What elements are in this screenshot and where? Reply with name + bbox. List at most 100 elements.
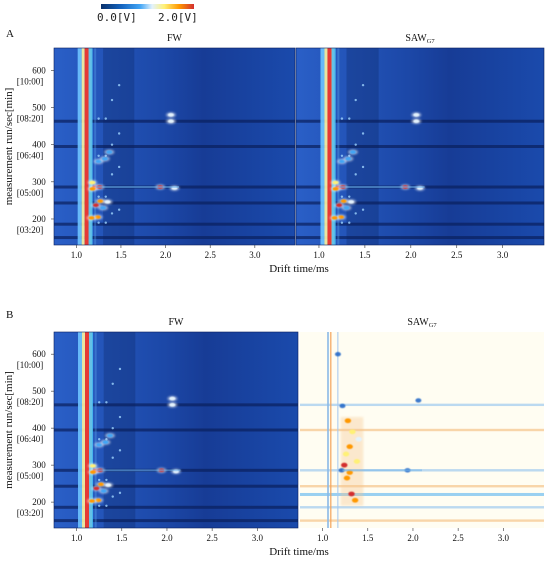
y-tick-time: [05:00] xyxy=(17,188,44,198)
heatmap-dot xyxy=(361,132,365,135)
signal-spot xyxy=(88,216,95,220)
heatmap-streak xyxy=(337,48,340,245)
heatmap-dot xyxy=(340,221,344,224)
signal-spot xyxy=(105,483,112,487)
difference-band xyxy=(300,403,544,407)
heatmap-band xyxy=(54,236,295,240)
heatmap-dot xyxy=(111,495,114,498)
difference-spot-positive xyxy=(349,429,356,435)
x-axis-label: Drift time/ms xyxy=(269,546,329,558)
heatmap-dot xyxy=(104,221,107,224)
signal-spot xyxy=(95,159,102,164)
difference-spot-positive xyxy=(346,444,353,450)
heatmap-band xyxy=(54,201,295,205)
heatmap-dot xyxy=(111,456,114,459)
plot-frame xyxy=(295,47,545,246)
rip-second-line xyxy=(89,332,94,528)
heatmap-dot xyxy=(97,154,100,157)
heatmap-band xyxy=(296,145,544,148)
signal-spot xyxy=(167,119,174,124)
difference-rip-blue xyxy=(327,332,330,528)
heatmap-dot xyxy=(110,212,114,215)
heatmap-dot xyxy=(118,491,122,495)
difference-spot-positive xyxy=(342,451,350,457)
heatmap-band xyxy=(54,519,298,523)
heatmap-dot xyxy=(340,117,344,120)
difference-rip-orange xyxy=(330,332,332,528)
heatmap-dot xyxy=(105,401,108,404)
y-tick-run: 600 xyxy=(32,349,46,359)
heatmap-dot xyxy=(111,382,114,385)
signal-spot xyxy=(106,150,113,154)
x-tick-label: 2.0 xyxy=(407,533,419,543)
heatmap-streak xyxy=(94,48,97,245)
heatmap-dot xyxy=(97,195,100,198)
signal-spot xyxy=(97,199,104,203)
signal-spot xyxy=(102,440,109,445)
x-tick-label: 1.0 xyxy=(313,250,325,260)
signal-spot xyxy=(343,206,350,210)
signal-spot xyxy=(340,199,347,203)
heatmap-dot xyxy=(97,117,100,120)
heatmap-dot xyxy=(354,143,357,146)
difference-rip-second xyxy=(337,332,339,528)
heatmap-dot xyxy=(354,98,357,102)
heatmap-dot xyxy=(340,195,344,198)
plot-title-main: FW xyxy=(169,317,185,328)
signal-spot xyxy=(89,464,96,468)
signal-spot xyxy=(332,180,339,185)
difference-spot-positive xyxy=(343,475,351,481)
x-tick-label: 1.5 xyxy=(359,250,371,260)
signal-spot xyxy=(338,159,345,164)
y-tick-time: [10:00] xyxy=(17,360,44,370)
heatmap-band xyxy=(296,236,544,240)
signal-spot xyxy=(345,156,352,161)
y-tick-time: [08:20] xyxy=(17,113,44,123)
heatmap-band xyxy=(54,428,298,432)
heatmap-band xyxy=(54,484,298,488)
difference-band xyxy=(300,519,544,522)
plot-title: FW xyxy=(167,33,183,44)
rip-left-edge xyxy=(320,48,325,245)
heatmap-band xyxy=(54,145,295,148)
x-tick-label: 1.0 xyxy=(71,533,83,543)
signal-spot xyxy=(349,150,356,154)
heatmap-dot xyxy=(348,117,351,120)
heatmap-dot xyxy=(97,401,101,404)
heatmap-dot xyxy=(110,98,114,102)
heatmap-dot xyxy=(97,504,101,508)
colorbar: 0.0[V] 2.0[V] xyxy=(97,4,198,24)
plot-title-subscript: G7 xyxy=(427,38,436,45)
heatmap-dot xyxy=(110,173,114,176)
signal-spot xyxy=(331,216,338,220)
heatmap-dot xyxy=(97,438,101,441)
peak-tail xyxy=(96,469,181,472)
y-tick-time: [06:40] xyxy=(17,151,44,161)
x-tick-label: 3.0 xyxy=(498,533,510,543)
signal-spot xyxy=(169,396,176,401)
signal-spot xyxy=(93,486,100,491)
plot-frame xyxy=(53,331,299,529)
difference-spot-positive xyxy=(351,497,359,503)
plot-area xyxy=(53,47,545,529)
heatmap-dot xyxy=(361,208,365,211)
heatmap-dot xyxy=(348,221,351,224)
difference-tail xyxy=(342,469,422,472)
plot-frame xyxy=(53,47,296,246)
heatmap-streak xyxy=(94,332,97,528)
rip-left-edge xyxy=(77,48,82,245)
x-tick-label: 2.5 xyxy=(453,533,465,543)
signal-spot xyxy=(88,499,95,503)
heatmap-dot xyxy=(97,478,101,482)
heatmap-dot xyxy=(111,426,114,430)
x-axis-label: Drift time/ms xyxy=(269,263,329,275)
difference-band xyxy=(300,506,544,509)
difference-spot-positive xyxy=(346,470,353,475)
signal-spot xyxy=(89,187,96,191)
signal-spot xyxy=(89,180,96,185)
heatmap-dot xyxy=(117,208,121,211)
rip-yellow xyxy=(81,48,85,245)
difference-spot-negative xyxy=(339,403,346,409)
